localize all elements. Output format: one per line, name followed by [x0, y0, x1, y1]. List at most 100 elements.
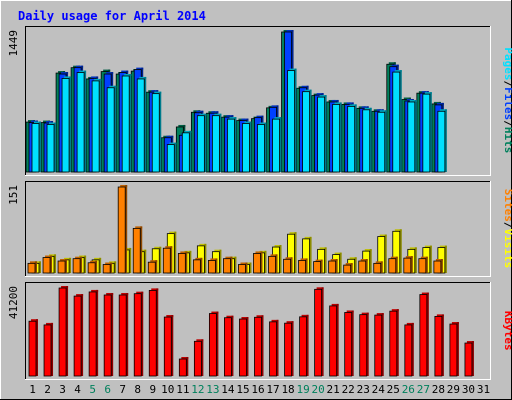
bar-side-face — [411, 322, 414, 376]
bar-front-face — [181, 132, 190, 173]
bar-front-face — [118, 294, 127, 377]
bar-top-face — [300, 258, 308, 261]
bar-top-face — [154, 91, 162, 94]
bar-side-face — [114, 85, 117, 172]
bar-top-face — [124, 74, 132, 77]
day-label-16: 16 — [251, 383, 264, 396]
bar-top-face — [226, 315, 234, 318]
bar-side-face — [65, 259, 68, 273]
bar-side-face — [189, 250, 192, 273]
bar-top-face — [214, 249, 222, 252]
bar-front-face — [332, 104, 341, 173]
day-label-30: 30 — [462, 383, 475, 396]
bar-top-face — [360, 259, 368, 262]
bar-side-face — [366, 312, 369, 376]
bar-side-face — [351, 310, 354, 376]
bar-front-face — [196, 115, 205, 173]
bar-top-face — [106, 292, 114, 295]
bar-top-face — [330, 259, 338, 262]
bar-top-face — [361, 106, 369, 109]
chart-title: Daily usage for April 2014 — [18, 9, 206, 23]
bar-side-face — [384, 234, 387, 273]
bar-side-face — [111, 292, 114, 376]
bar-sites-day-28 — [433, 259, 443, 274]
bar-side-face — [440, 259, 443, 273]
bar-front-face — [166, 144, 175, 173]
bar-side-face — [230, 256, 233, 273]
bar-top-face — [345, 263, 353, 266]
bar-front-face — [238, 264, 246, 274]
bar-pages-day-1 — [31, 121, 41, 173]
bar-sites-day-26 — [403, 256, 413, 274]
bar-side-face — [261, 315, 264, 376]
bar-top-face — [364, 249, 372, 252]
bar-side-face — [320, 259, 323, 273]
bar-pages-day-8 — [136, 76, 147, 173]
bar-kbytes-day-1 — [28, 319, 38, 377]
bar-front-face — [287, 70, 295, 173]
bar-front-face — [91, 80, 100, 173]
bar-side-face — [36, 319, 38, 376]
bar-front-face — [148, 290, 157, 377]
bar-top-face — [301, 314, 309, 317]
bar-kbytes-day-12 — [193, 339, 204, 377]
bar-side-face — [54, 254, 57, 273]
bar-top-face — [244, 121, 252, 124]
bar-top-face — [259, 122, 267, 125]
bar-side-face — [189, 130, 192, 172]
bar-kbytes-day-10 — [163, 315, 174, 377]
bar-pages-day-6 — [106, 85, 117, 173]
bar-pages-day-10 — [166, 142, 177, 173]
bar-top-face — [375, 261, 383, 264]
bar-front-face — [42, 257, 51, 274]
panel-traffic-legend: KBytes — [502, 311, 512, 351]
bar-pages-day-18 — [287, 68, 297, 173]
bar-front-face — [437, 110, 446, 173]
bar-top-face — [195, 257, 203, 260]
bar-side-face — [215, 258, 218, 273]
bar-top-face — [409, 247, 417, 250]
bar-side-face — [444, 109, 447, 172]
bar-front-face — [373, 262, 382, 274]
bar-top-face — [270, 254, 278, 257]
bar-front-face — [362, 109, 371, 173]
bar-side-face — [246, 317, 249, 376]
bar-kbytes-day-21 — [329, 303, 339, 377]
bar-top-face — [75, 256, 83, 259]
bar-kbytes-day-3 — [58, 286, 69, 377]
bar-top-face — [109, 85, 117, 88]
bar-front-face — [242, 123, 250, 173]
panel-visitors-max-label: 151 — [7, 185, 20, 205]
day-label-24: 24 — [372, 383, 386, 396]
legend-part-sites: Sites — [502, 189, 512, 222]
bar-sites-day-21 — [328, 259, 338, 274]
bar-front-face — [192, 259, 201, 274]
bar-top-face — [180, 251, 188, 254]
bar-front-face — [147, 261, 156, 274]
bar-side-face — [174, 142, 177, 172]
bar-front-face — [43, 324, 52, 377]
bar-top-face — [409, 99, 417, 102]
bar-top-face — [394, 70, 402, 73]
chart-panels: 1449Pages/Files/Hits151Sites/Visits41200… — [7, 26, 512, 380]
bar-front-face — [403, 257, 412, 274]
bar-top-face — [304, 236, 312, 239]
bar-side-face — [381, 313, 384, 376]
bar-top-face — [166, 135, 174, 138]
bar-sites-day-24 — [373, 261, 383, 274]
bar-kbytes-day-30 — [464, 341, 474, 377]
bar-front-face — [268, 255, 276, 274]
bar-front-face — [103, 294, 112, 377]
bar-front-face — [27, 262, 36, 274]
bar-side-face — [441, 314, 444, 376]
bar-pages-day-12 — [196, 113, 207, 173]
bar-top-face — [121, 292, 129, 295]
bar-top-face — [76, 294, 84, 297]
bar-top-face — [210, 258, 218, 261]
bar-kbytes-day-25 — [389, 309, 399, 377]
bar-sites-day-9 — [147, 260, 158, 274]
bar-pages-day-24 — [377, 110, 387, 173]
bar-side-face — [294, 68, 297, 172]
legend-part-kbytes: KBytes — [502, 311, 512, 351]
bar-top-face — [285, 257, 293, 260]
